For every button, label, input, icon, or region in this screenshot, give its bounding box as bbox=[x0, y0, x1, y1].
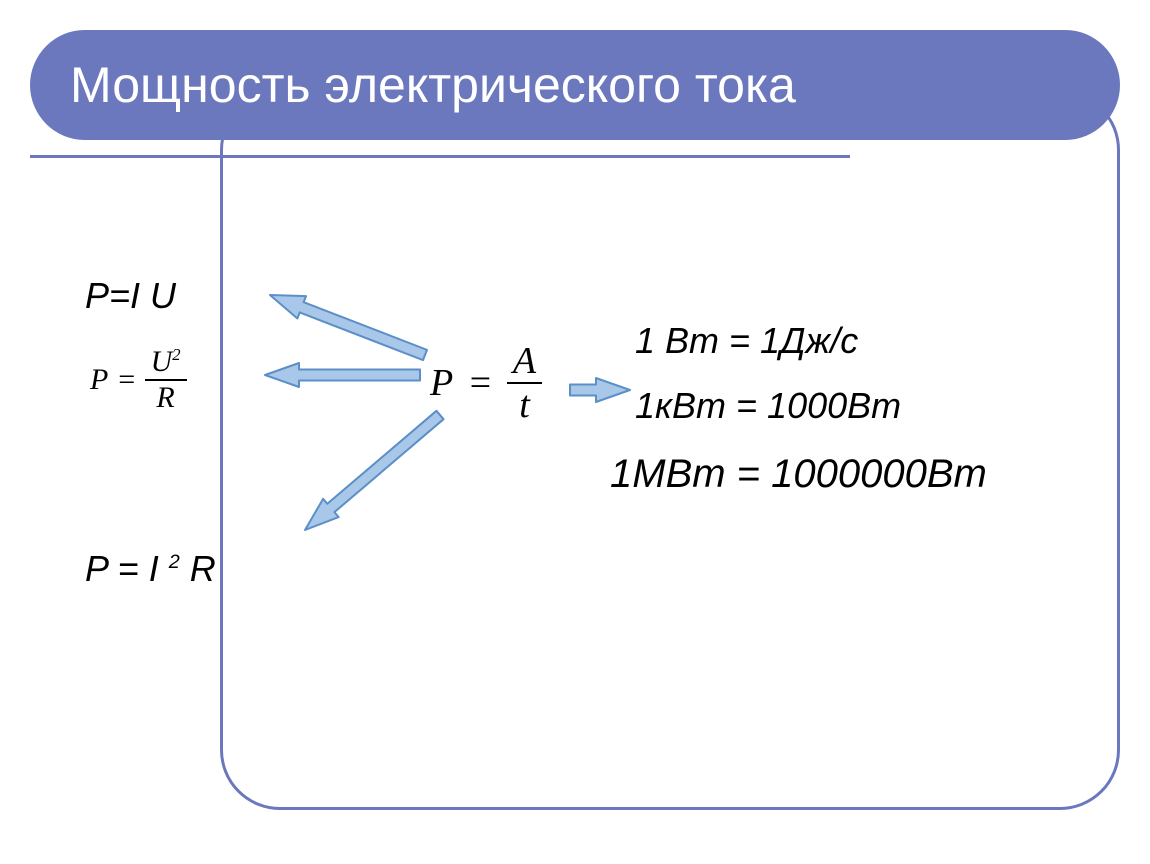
pur-fraction: U2 R bbox=[145, 345, 187, 415]
unit-watt-joule: 1 Вт = 1Дж/с bbox=[635, 320, 858, 362]
pat-den: t bbox=[513, 384, 536, 426]
pur-lhs: P bbox=[90, 363, 108, 397]
slide: Мощность электрического тока P=I U P = U… bbox=[0, 0, 1150, 864]
pat-num: A bbox=[507, 340, 542, 382]
pur-eq: = bbox=[116, 363, 136, 397]
content-frame bbox=[220, 90, 1120, 810]
pi2r-suffix: R bbox=[180, 548, 216, 589]
pat-eq: = bbox=[467, 361, 493, 405]
title-pill: Мощность электрического тока bbox=[30, 30, 1120, 140]
title-underline bbox=[30, 155, 850, 158]
pur-num: U bbox=[151, 345, 173, 378]
pur-den: R bbox=[150, 381, 180, 415]
formula-p-u2-r: P = U2 R bbox=[90, 345, 187, 415]
pur-num-sup: 2 bbox=[172, 345, 180, 364]
pat-fraction: A t bbox=[507, 340, 542, 426]
formula-p-a-t: P = A t bbox=[430, 340, 542, 426]
formula-p-iu: P=I U bbox=[85, 275, 176, 317]
unit-kilowatt: 1кВт = 1000Вт bbox=[635, 385, 901, 427]
slide-title: Мощность электрического тока bbox=[70, 56, 796, 114]
pat-lhs: P bbox=[430, 361, 453, 405]
pi2r-prefix: P = I bbox=[85, 548, 169, 589]
pi2r-sup: 2 bbox=[169, 551, 180, 573]
formula-p-i2-r: P = I 2 R bbox=[85, 548, 216, 590]
unit-megawatt: 1МВт = 1000000Вт bbox=[610, 452, 987, 497]
